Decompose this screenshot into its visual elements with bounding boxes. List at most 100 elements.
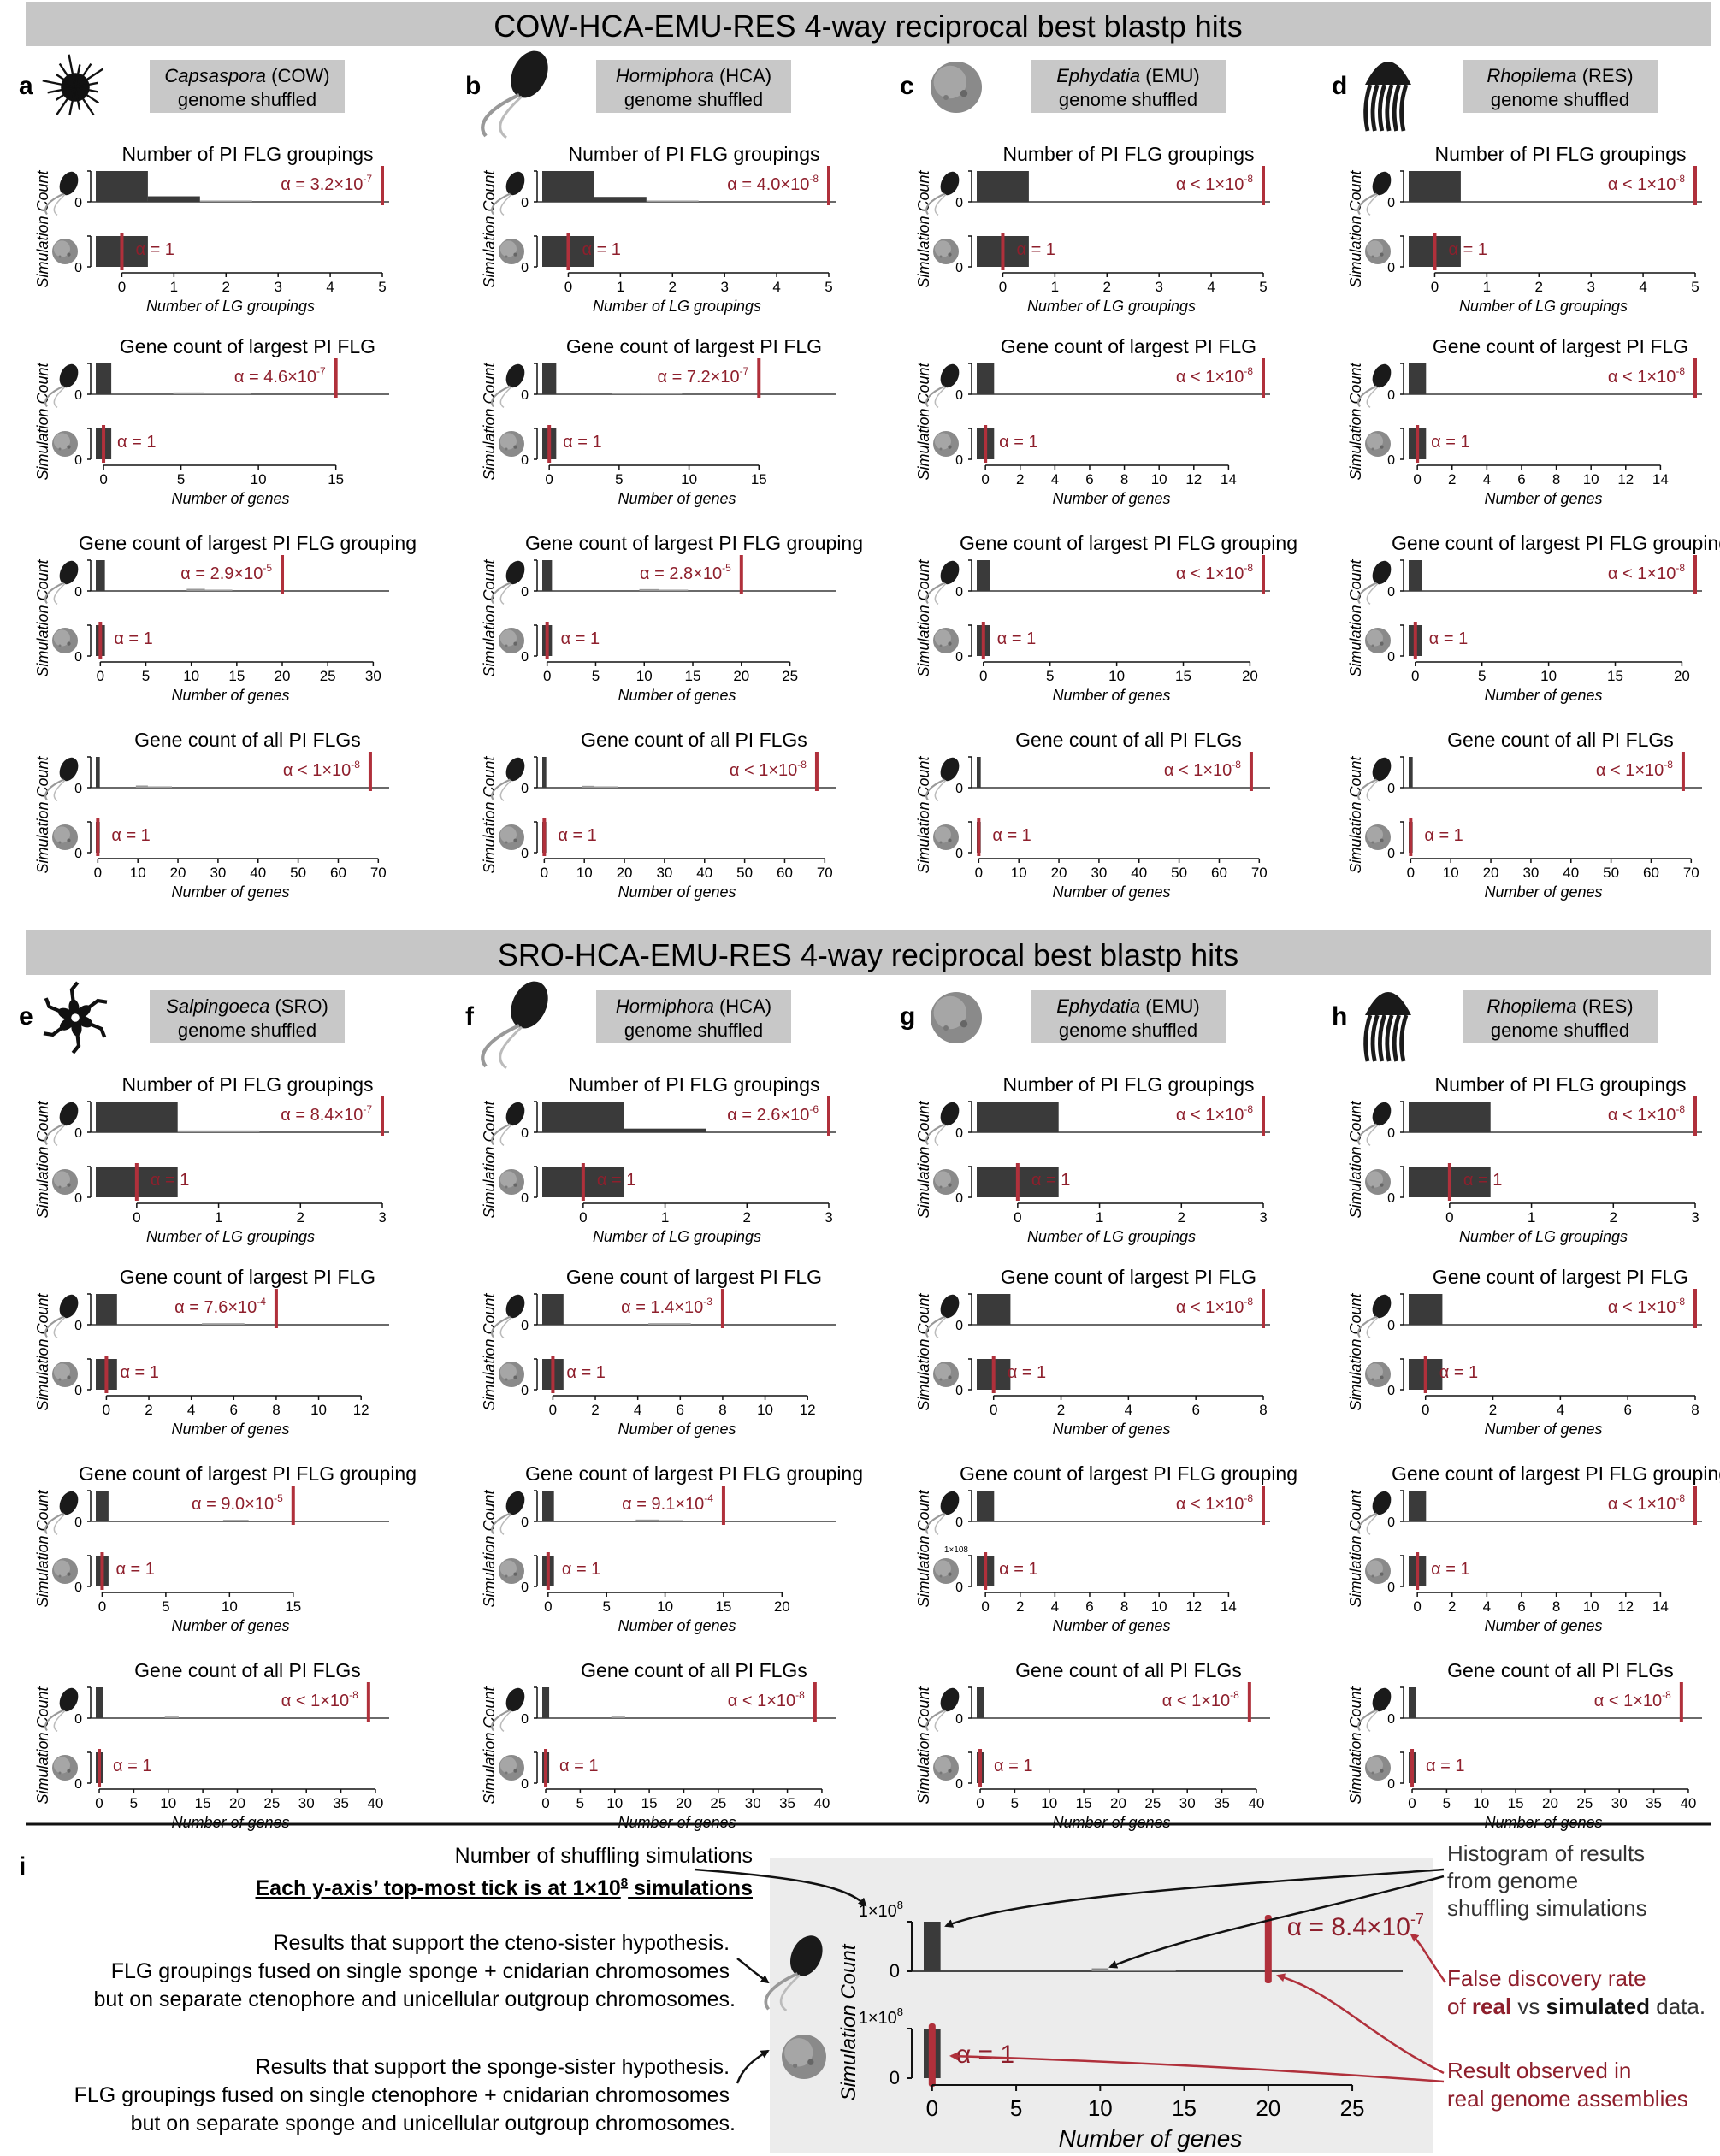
alpha-label: α = 4.6×10-7 <box>234 365 326 387</box>
x-tick-label: 0 <box>99 471 107 487</box>
y-tick-label: 0 <box>74 1191 82 1206</box>
panel-header-g: g Ephydatia (EMU)genome shuffled <box>900 990 1226 1043</box>
sponge-icon <box>52 1558 78 1584</box>
x-tick-label: 0 <box>981 471 989 487</box>
ctenophore-icon <box>1357 757 1392 802</box>
x-tick-label: 5 <box>615 471 623 487</box>
x-tick-label: 0 <box>579 1209 587 1226</box>
alpha-label: α = 1 <box>561 629 600 648</box>
alpha-base: α < 1×10 <box>281 1692 349 1710</box>
y-axis-label: Simulation Count <box>34 558 51 676</box>
species-name: Salpingoeca (SRO) <box>166 995 328 1017</box>
alpha-exponent: -4 <box>257 1296 266 1308</box>
alpha-base: α = 8.4×10 <box>281 1106 363 1125</box>
histogram-panel-d-2: Gene count of largest PI FLG grouping Sim… <box>1347 532 1720 704</box>
sponge-pore <box>58 1185 62 1189</box>
sponge-pore <box>513 252 517 257</box>
jellyfish-arm <box>1392 1014 1401 1062</box>
x-axis-label: Number of genes <box>1059 2125 1243 2152</box>
sponge-pore <box>1371 841 1374 844</box>
observed-line <box>96 818 100 856</box>
x-tick-label: 50 <box>736 865 753 881</box>
y-tick-label: 1×108 <box>859 2005 903 2028</box>
x-tick-label: 4 <box>1483 1598 1491 1615</box>
histogram-bar <box>612 393 641 394</box>
alpha-label: α = 1 <box>1431 433 1469 452</box>
chart-title: Number of PI FLG groupings <box>1434 143 1686 165</box>
sponge-icon <box>933 239 959 264</box>
ctenophore-tentacle <box>934 1316 947 1339</box>
histogram-bar <box>659 1520 683 1521</box>
capsaspora-filopodium <box>55 86 76 101</box>
x-tick-label: 30 <box>656 865 672 881</box>
ctenophore-tentacle <box>44 192 64 216</box>
sponge-highlight <box>1366 826 1383 843</box>
legend-cteno-text: Results that support the cteno-sister hy… <box>94 1931 736 2011</box>
x-tick-label: 20 <box>1542 1795 1558 1811</box>
species-genus: Hormiphora <box>616 995 714 1017</box>
ctenophore-icon <box>491 1294 525 1339</box>
ctenophore-body <box>1372 1687 1392 1712</box>
sponge-pore <box>513 1769 517 1773</box>
ctenophore-tentacle <box>1366 1316 1379 1339</box>
arrow-shuffling <box>694 1868 867 1907</box>
y-tick-label: 0 <box>521 1191 529 1206</box>
y-tick-label: 0 <box>1387 1319 1395 1333</box>
ctenophore-icon <box>1357 560 1392 605</box>
x-axis-label: Number of genes <box>1052 1814 1170 1831</box>
x-tick-label: 50 <box>290 865 306 881</box>
sponge-icon <box>499 1558 524 1584</box>
sponge-pore <box>505 255 508 258</box>
sponge-pore <box>67 641 71 646</box>
alpha-exponent: -8 <box>1676 365 1685 377</box>
observed-line <box>274 1289 278 1328</box>
arrow-observed-2 <box>949 2052 1445 2083</box>
x-tick-label: 6 <box>677 1402 684 1418</box>
observed-line <box>381 1096 384 1136</box>
alpha-exponent: -8 <box>809 173 819 185</box>
sponge-highlight <box>1366 240 1383 257</box>
observed-line <box>721 1486 725 1525</box>
histogram-bar <box>977 1491 995 1521</box>
x-tick-label: 5 <box>1478 668 1486 684</box>
alpha-exponent: -8 <box>1676 173 1685 185</box>
y-tick-label: 0 <box>955 1191 963 1206</box>
ctenophore-tentacle <box>499 1025 523 1070</box>
ctenophore-tentacle <box>491 1512 511 1535</box>
observed-line <box>566 233 570 270</box>
x-tick-label: 0 <box>133 1209 140 1226</box>
alpha-label: α < 1×10-8 <box>1176 1492 1253 1514</box>
x-axis-label: Number of genes <box>618 1814 736 1831</box>
sponge-highlight <box>934 826 951 843</box>
y-axis-label: Simulation Count <box>915 1292 932 1410</box>
x-axis-label: Number of genes <box>171 1617 289 1634</box>
y-axis-label: Simulation Count <box>1347 1686 1364 1804</box>
y-axis-label: Simulation Count <box>915 1489 932 1607</box>
x-tick-label: 6 <box>1085 1598 1093 1615</box>
jellyfish-arm <box>1370 1014 1380 1062</box>
sponge-pore <box>513 641 517 646</box>
sponge-icon <box>933 1169 959 1195</box>
sponge-pore <box>948 641 952 646</box>
histogram-panel-f-1: Gene count of largest PI FLG Simulation C… <box>481 1266 836 1438</box>
y-tick-label: 0 <box>1387 650 1395 665</box>
alpha-label: α < 1×10-8 <box>1176 173 1253 194</box>
y-tick-label: 0 <box>955 1777 963 1792</box>
histogram-bar <box>977 1294 1011 1325</box>
observed-line <box>1247 1682 1251 1722</box>
legend-fdr-text: False discovery rate of real vs simulate… <box>1447 1965 1705 2019</box>
sponge-pore <box>948 1572 952 1576</box>
alpha-label: α = 2.8×10-5 <box>640 562 731 583</box>
x-tick-label: 12 <box>1185 1598 1202 1615</box>
sponge-pore <box>948 838 952 842</box>
alpha-label: α = 1 <box>120 1363 158 1382</box>
legend-top-tick-note: Each y-axis’ top-most tick is at 1×108 s… <box>256 1875 754 1900</box>
section-title: SRO-HCA-EMU-RES 4-way reciprocal best bl… <box>498 937 1238 972</box>
x-tick-label: 15 <box>228 668 245 684</box>
ctenophore-icon <box>44 560 79 605</box>
x-axis-label: Number of genes <box>1484 490 1602 507</box>
ctenophore-body <box>940 1491 960 1515</box>
histogram-bar <box>542 757 547 788</box>
alpha-exponent: -8 <box>1230 1689 1239 1701</box>
